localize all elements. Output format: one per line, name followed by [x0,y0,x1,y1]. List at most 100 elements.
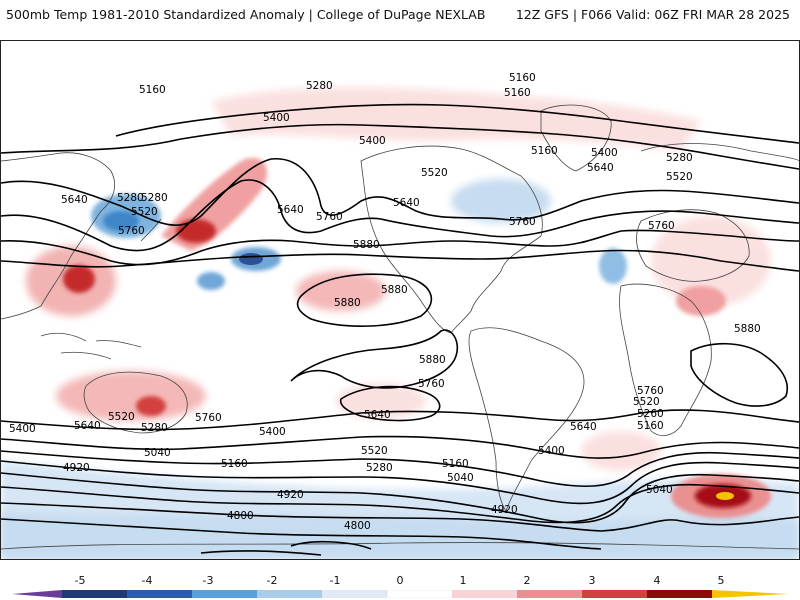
contour-5880-pacific [296,273,433,327]
contour-label: 5400 [9,423,36,435]
greenland-outline [540,104,612,172]
colorbar-swatch [127,590,192,598]
contour-label: 5640 [587,162,614,174]
contour-label: 5280 [141,192,168,204]
contour-5520-sh [1,450,799,488]
shade-cold-atlantic-low [599,248,627,284]
contour-label: 5400 [263,112,290,124]
contour-label: 4800 [344,520,371,532]
contour-label: 5880 [353,239,380,251]
shade-warm-s-indian-peak [716,492,734,500]
map-panel[interactable]: 5160 5280 5160 5160 5400 5400 5280 5520 … [0,40,800,560]
eurasia-outline [1,143,799,320]
contour-5280-arctic [1,123,799,170]
colorbar-tick-label: -4 [141,574,153,587]
contour-label: 5760 [316,211,343,223]
colorbar-swatch [582,590,647,598]
colorbar-tick-label: 4 [653,574,661,587]
colorbar-labels: -5 -4 -3 -2 -1 0 1 2 3 4 5 [0,574,800,588]
contour-label: 4920 [277,489,304,501]
contour-label: 5640 [570,421,597,433]
map-title: 500mb Temp 1981-2010 Standardized Anomal… [6,7,486,22]
contour-5880-tropics [290,329,459,389]
contour-label: 5520 [108,411,135,423]
japan-outline [140,218,162,242]
colorbar-swatch [452,590,517,598]
coastlines [1,104,799,550]
contour-label: 5160 [139,84,166,96]
anomaly-map: 5160 5280 5160 5160 5400 5400 5280 5520 … [1,72,799,559]
colorbar-end-right [712,590,788,598]
colorbar-tick-label: -5 [74,574,86,587]
contour-label: 5880 [419,354,446,366]
shade-cold-canada [451,179,551,223]
contour-label: 5760 [637,385,664,397]
contour-label: 5160 [531,145,558,157]
antarctica-outline [1,542,799,550]
contour-5880-s-pacific [339,385,441,422]
contour-label: 5640 [393,197,420,209]
shade-warm-subtrop-pacific [296,271,386,311]
contour-label: 5640 [61,194,88,206]
contour-label: 5760 [195,412,222,424]
south-america-outline [468,327,585,512]
colorbar-tick-label: -3 [202,574,214,587]
contour-label: 5160 [504,87,531,99]
contour-5160-sh [1,483,799,524]
contour-label: 5400 [359,135,386,147]
colorbar-tick-label: 0 [396,574,404,587]
contour-label: 5400 [538,445,565,457]
indonesia-outline [40,332,142,360]
contour-label: 5520 [421,167,448,179]
shade-warm-pacific-ridge [161,157,268,251]
colorbar-swatch [647,590,712,598]
shade-warm-australia [56,371,206,421]
contour-label-layer: 5160 5280 5160 5160 5400 5400 5280 5520 … [9,72,761,532]
contour-4800-sh [200,540,372,556]
contour-label: 5280 [666,152,693,164]
colorbar-swatch [62,590,127,598]
anomaly-shading [1,87,799,559]
contour-label: 5160 [442,458,469,470]
contour-label: 5040 [646,484,673,496]
colorbar-swatch [257,590,322,598]
contour-label: 4800 [227,510,254,522]
colorbar-tick-label: 5 [717,574,725,587]
contour-label: 5400 [591,147,618,159]
contour-5400-sh [1,460,799,505]
contour-5160-arctic [115,103,799,144]
colorbar-swatch [192,590,257,598]
contour-label: 5040 [447,472,474,484]
contour-label: 5640 [74,420,101,432]
africa-outline [619,283,712,436]
shade-south-band-2 [1,511,799,559]
contour-5520-nh [1,179,799,252]
contour-label: 5160 [637,420,664,432]
contour-label: 5160 [221,458,248,470]
contour-label: 5760 [648,220,675,232]
colorbar-swatch [517,590,582,598]
contour-5040-sh [1,502,799,532]
contour-label: 5640 [277,204,304,216]
contour-4920-sh [1,518,602,550]
contour-label: 5280 [306,80,333,92]
contour-label: 5760 [509,216,536,228]
header: 500mb Temp 1981-2010 Standardized Anomal… [0,0,800,28]
contour-label: 5400 [259,426,286,438]
shade-warm-europe [651,216,771,306]
colorbar-tick-label: 2 [523,574,531,587]
contour-5760-nh [1,249,799,272]
contour-label: 5520 [361,445,388,457]
contour-label: 5640 [364,409,391,421]
contour-label: 5280 [117,192,144,204]
shade-warm-east-asia-core [63,265,95,293]
shade-warm-s-atlantic [581,431,661,471]
contour-5400-nh [1,158,799,226]
contour-label: 5260 [637,408,664,420]
contour-label: 5880 [734,323,761,335]
contour-label: 5520 [131,206,158,218]
contour-label: 4920 [63,462,90,474]
contour-label: 5280 [141,422,168,434]
colorbar-tick-label: -1 [329,574,341,587]
north-america-outline [360,145,543,334]
